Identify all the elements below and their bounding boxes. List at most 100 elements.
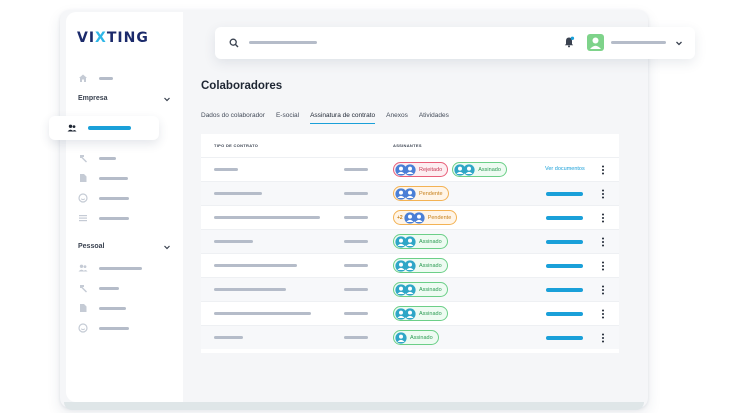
signers-list: Assinado [393,306,452,321]
person-icon [454,163,466,176]
table-row[interactable]: Assinado [201,301,619,325]
table-row[interactable]: Assinado [201,229,619,253]
more-vertical-icon[interactable] [601,261,605,271]
action-link-placeholder[interactable] [546,216,583,220]
logo-part: TING [106,30,149,46]
person-icon [463,163,475,176]
contract-type-placeholder [214,264,297,267]
tab-assinatura-contrato[interactable]: Assinatura de contrato [310,112,376,124]
sidebar-item-tools-personal[interactable] [78,283,119,293]
status-badge[interactable]: Assinado [393,234,448,249]
status-label: Assinado [410,334,433,341]
more-vertical-icon[interactable] [601,213,605,223]
person-icon [395,283,407,296]
home-icon [78,73,88,83]
status-badge[interactable]: +2 Pendente [393,210,458,225]
cell-placeholder [344,192,368,195]
status-badge[interactable]: Assinado [393,282,448,297]
person-icon [395,259,407,272]
avatar[interactable] [587,34,604,51]
sidebar-item-people[interactable] [78,263,142,273]
tab-dados-colaborador[interactable]: Dados do colaborador [201,112,265,119]
person-icon [404,283,416,296]
tab-e-social[interactable]: E-social [275,112,300,119]
status-badge[interactable]: Pendente [393,186,449,201]
chevron-down-icon[interactable] [675,39,683,47]
contract-type-placeholder [214,240,253,243]
action-link-placeholder[interactable] [546,312,583,316]
table-row[interactable]: Assinado [201,325,619,349]
action-link-placeholder[interactable] [546,240,583,244]
sidebar-item-list[interactable] [78,213,129,223]
more-vertical-icon[interactable] [601,237,605,247]
table-row[interactable]: +2 Pendente [201,205,619,229]
status-badge[interactable]: Assinado [393,306,448,321]
table-row[interactable]: Rejeitado Assinado Ver documentos [201,157,619,181]
more-vertical-icon[interactable] [601,165,605,175]
file-icon [78,303,88,313]
person-icon [395,187,407,200]
sidebar-item-documents[interactable] [78,173,128,183]
signer-avatars [395,235,416,248]
page-title: Colaboradores [201,80,283,92]
sidebar-item-label-placeholder [99,266,142,270]
action-link-placeholder[interactable] [546,336,583,340]
signers-list: Assinado [393,282,452,297]
status-label: Assinado [419,262,442,269]
table-row[interactable]: Assinado [201,277,619,301]
tab-anexos[interactable]: Anexos [386,112,408,119]
sidebar-item-colaboradores[interactable] [49,116,159,140]
sidebar-item-feedback-personal[interactable] [78,323,129,333]
table-row[interactable]: Assinado [201,253,619,277]
cell-placeholder [344,288,368,291]
status-label: Rejeitado [419,166,443,173]
action-link-placeholder[interactable] [546,192,583,196]
sidebar-item-label-placeholder [99,176,128,180]
status-badge[interactable]: Rejeitado [393,162,449,177]
person-icon [395,235,407,248]
tab-atividades[interactable]: Atividades [418,112,449,119]
bell-icon[interactable] [563,36,575,48]
person-icon [404,235,416,248]
sidebar-item-label-placeholder [99,76,113,80]
more-vertical-icon[interactable] [601,189,605,199]
search-input[interactable] [249,41,317,44]
sidebar-item-label-placeholder [99,196,129,200]
signer-avatars [395,259,416,272]
status-badge[interactable]: Assinado [393,330,439,345]
brand-logo[interactable]: VIXTING [77,30,149,46]
signer-avatars [395,283,416,296]
action-link-placeholder[interactable] [546,264,583,268]
table-row[interactable]: Pendente [201,181,619,205]
sidebar-item-docs-personal[interactable] [78,303,126,313]
more-vertical-icon[interactable] [601,309,605,319]
view-documents-link[interactable]: Ver documentos [545,166,585,172]
signer-avatars [404,211,425,224]
sidebar-item-feedback[interactable] [78,193,129,203]
user-name-placeholder[interactable] [611,41,666,44]
contract-type-placeholder [214,216,320,219]
section-label-pessoal: Pessoal [78,243,105,250]
contracts-table: TIPO DE CONTRATO ASSINANTES Rejeitado Ass… [201,134,619,353]
sidebar-item-home[interactable] [78,73,113,83]
more-vertical-icon[interactable] [601,285,605,295]
status-label: Assinado [419,238,442,245]
sidebar-item-label-placeholder [99,156,116,160]
sidebar-item-tools[interactable] [78,153,116,163]
chevron-down-icon[interactable] [163,95,171,103]
chevron-down-icon[interactable] [163,243,171,251]
smile-icon [78,323,88,333]
tab-bar: Dados do colaborador E-social Assinatura… [201,112,460,124]
status-badge[interactable]: Assinado [393,258,448,273]
status-badge[interactable]: Assinado [452,162,507,177]
action-link-placeholder[interactable] [546,288,583,292]
users-icon [78,263,88,273]
person-icon [404,211,416,224]
status-label: Pendente [419,190,443,197]
sidebar-item-label-placeholder [99,216,129,220]
more-vertical-icon[interactable] [601,333,605,343]
search-icon[interactable] [229,38,239,48]
users-icon [67,123,77,133]
extra-signers-count: +2 [397,214,403,221]
signers-list: Assinado [393,258,452,273]
